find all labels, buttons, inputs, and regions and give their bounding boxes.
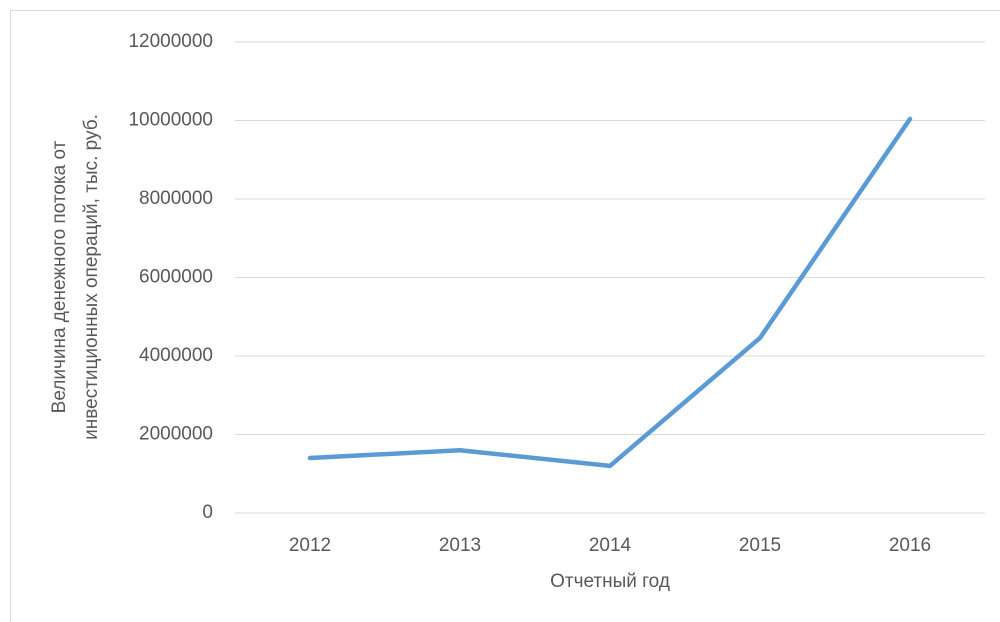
x-tick-label: 2016 <box>889 535 931 556</box>
x-tick-label: 2013 <box>439 535 481 556</box>
x-tick-label: 2014 <box>589 535 632 556</box>
x-axis-label: Отчетный год <box>550 571 670 592</box>
data-line <box>307 116 913 469</box>
y-tick-label: 12000000 <box>128 31 213 52</box>
x-tick-label: 2015 <box>739 535 781 556</box>
y-axis-label: Величина денежного потока от инвестицион… <box>49 114 102 440</box>
y-tick-label: 8000000 <box>139 188 213 209</box>
y-tick-label: 4000000 <box>139 345 213 366</box>
y-tick-label: 10000000 <box>128 110 213 131</box>
y-tick-label: 0 <box>202 502 213 523</box>
y-tick-label: 6000000 <box>139 267 213 288</box>
y-tick-label: 2000000 <box>139 424 213 445</box>
x-tick-label: 2012 <box>289 535 331 556</box>
y-axis-label-line: Величина денежного потока от <box>49 140 70 413</box>
y-axis-label-line: инвестиционных операций, тыс. руб. <box>81 114 102 440</box>
chart-frame <box>10 10 1000 622</box>
